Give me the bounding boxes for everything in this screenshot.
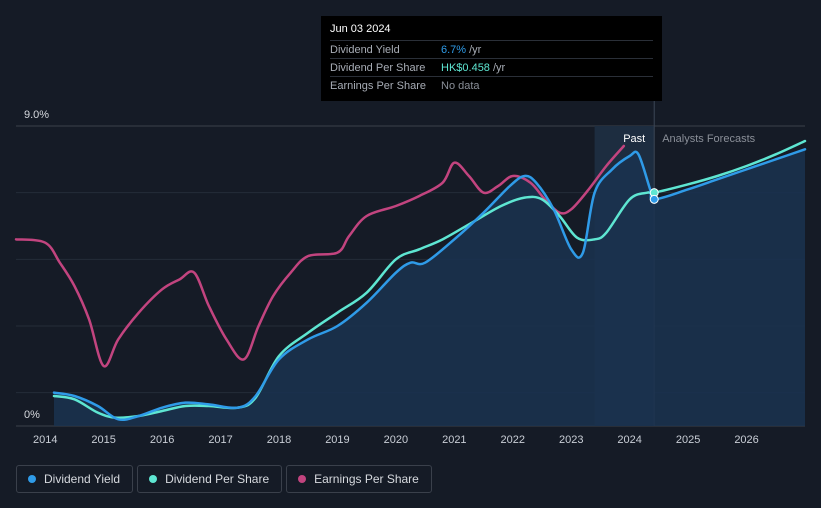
- tooltip-row-dividend-yield: Dividend Yield 6.7% /yr: [330, 40, 653, 58]
- tooltip-value: No data: [441, 79, 480, 92]
- legend: Dividend Yield Dividend Per Share Earnin…: [16, 465, 432, 493]
- x-tick-label: 2016: [150, 434, 174, 446]
- legend-label: Dividend Per Share: [165, 472, 270, 486]
- tooltip: Jun 03 2024 Dividend Yield 6.7% /yr Divi…: [321, 16, 662, 101]
- hover-markers: [649, 188, 659, 204]
- tooltip-row-earnings-per-share: Earnings Per Share No data: [330, 76, 653, 94]
- forecast-label: Analysts Forecasts: [662, 133, 755, 145]
- x-tick-label: 2017: [208, 434, 232, 446]
- tooltip-value: HK$0.458: [441, 61, 490, 74]
- x-tick-label: 2024: [617, 434, 641, 446]
- y-min-label: 0%: [24, 409, 40, 421]
- axis-labels: 9.0% 0% Past Analysts Forecasts 2014 2015 2016…: [24, 109, 759, 446]
- earnings-per-share-line: [14, 144, 626, 368]
- tooltip-row-dividend-per-share: Dividend Per Share HK$0.458 /yr: [330, 58, 653, 76]
- x-tick-label: 2021: [442, 434, 466, 446]
- x-tick-label: 2019: [325, 434, 349, 446]
- past-label: Past: [623, 133, 645, 145]
- tooltip-suffix: /yr: [469, 43, 482, 56]
- tooltip-label: Dividend Per Share: [330, 61, 426, 74]
- x-tick-label: 2015: [91, 434, 115, 446]
- legend-dividend-per-share[interactable]: Dividend Per Share: [137, 465, 283, 493]
- legend-dividend-yield[interactable]: Dividend Yield: [16, 465, 134, 493]
- legend-dot-icon: [298, 475, 307, 483]
- tooltip-date: Jun 03 2024: [330, 23, 391, 35]
- x-tick-label: 2014: [33, 434, 57, 446]
- y-max-label: 9.0%: [24, 109, 49, 121]
- tooltip-suffix: /yr: [492, 61, 506, 74]
- x-tick-label: 2023: [559, 434, 583, 446]
- x-tick-label: 2018: [267, 434, 291, 446]
- legend-dot-icon: [149, 475, 158, 483]
- legend-earnings-per-share[interactable]: Earnings Per Share: [286, 465, 432, 493]
- x-tick-label: 2026: [734, 434, 758, 446]
- legend-dot-icon: [28, 475, 36, 483]
- tooltip-label: Dividend Yield: [330, 43, 400, 56]
- tooltip-value: 6.7%: [441, 43, 467, 56]
- x-tick-label: 2022: [501, 434, 525, 446]
- dividend-yield-marker: [649, 194, 659, 204]
- x-tick-label: 2025: [676, 434, 700, 446]
- x-tick-label: 2020: [384, 434, 408, 446]
- legend-label: Dividend Yield: [44, 472, 121, 486]
- tooltip-label: Earnings Per Share: [330, 79, 426, 92]
- legend-label: Earnings Per Share: [314, 472, 419, 486]
